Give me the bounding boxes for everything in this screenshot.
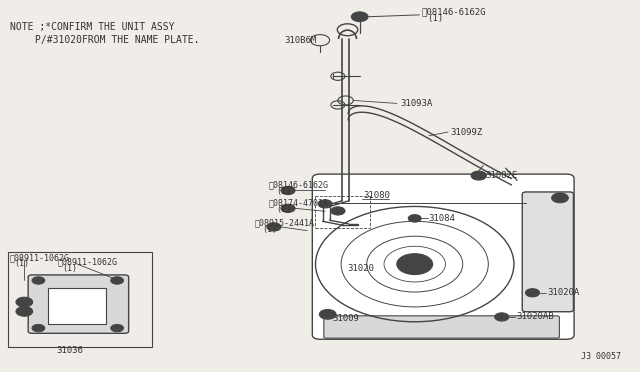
Circle shape [471, 171, 486, 180]
Text: ⒲08174-4701A: ⒲08174-4701A [269, 199, 329, 208]
Text: (1): (1) [262, 225, 277, 234]
Circle shape [281, 204, 295, 212]
Text: 31084: 31084 [429, 214, 456, 223]
Text: Ⓝ08915-2441A: Ⓝ08915-2441A [255, 218, 315, 227]
Text: ⒲08146-6162G: ⒲08146-6162G [421, 7, 486, 16]
Text: 31099Z: 31099Z [450, 128, 482, 137]
Text: (1): (1) [14, 259, 29, 268]
Text: 31080: 31080 [364, 191, 390, 200]
Circle shape [406, 259, 423, 269]
Text: (1): (1) [276, 205, 291, 214]
Bar [48, 288, 106, 324]
Text: (1): (1) [63, 264, 77, 273]
FancyBboxPatch shape [522, 192, 573, 312]
Circle shape [111, 324, 124, 332]
Text: 31020: 31020 [348, 264, 374, 273]
Circle shape [32, 277, 45, 284]
Text: J3 00057: J3 00057 [581, 352, 621, 361]
Text: 31009: 31009 [333, 314, 360, 323]
Text: 31082E: 31082E [485, 171, 517, 180]
Bar [8, 252, 152, 347]
Text: 31036: 31036 [56, 346, 83, 355]
Text: NOTE ;*CONFIRM THE UNIT ASSY: NOTE ;*CONFIRM THE UNIT ASSY [10, 22, 174, 32]
FancyBboxPatch shape [28, 275, 129, 333]
Circle shape [32, 324, 45, 332]
FancyBboxPatch shape [324, 316, 559, 338]
Text: 31020AB: 31020AB [516, 312, 554, 321]
FancyBboxPatch shape [312, 174, 574, 339]
Text: ⒲08146-6162G: ⒲08146-6162G [269, 181, 329, 190]
Circle shape [408, 215, 421, 222]
Circle shape [319, 310, 336, 319]
Circle shape [318, 200, 332, 208]
Circle shape [397, 254, 433, 275]
Circle shape [16, 307, 33, 316]
Text: Ⓝ08911-1062G: Ⓝ08911-1062G [58, 257, 118, 266]
Text: Ⓝ08911-1062G: Ⓝ08911-1062G [10, 253, 70, 262]
Text: P/#31020FROM THE NAME PLATE.: P/#31020FROM THE NAME PLATE. [35, 35, 200, 45]
Text: 31020A: 31020A [548, 288, 580, 297]
Text: (1): (1) [428, 14, 444, 23]
Circle shape [331, 207, 345, 215]
Text: (1): (1) [276, 187, 291, 196]
Text: 31093A: 31093A [400, 99, 432, 108]
Circle shape [267, 223, 281, 231]
Circle shape [281, 186, 295, 195]
Circle shape [552, 193, 568, 203]
Circle shape [495, 313, 509, 321]
Text: 310B6M: 310B6M [285, 36, 317, 45]
Circle shape [111, 277, 124, 284]
Circle shape [16, 297, 33, 307]
Circle shape [351, 12, 368, 22]
Circle shape [525, 289, 540, 297]
